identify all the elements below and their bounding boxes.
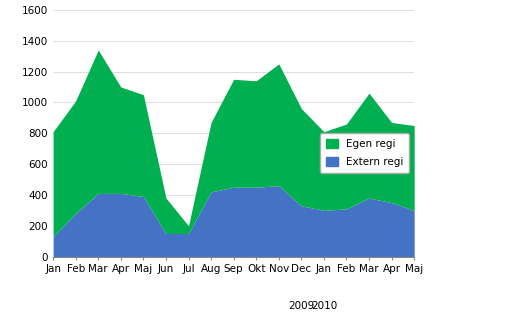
Text: 2010: 2010 (311, 301, 337, 311)
Legend: Egen regi, Extern regi: Egen regi, Extern regi (320, 133, 409, 173)
Text: 2009: 2009 (288, 301, 314, 311)
